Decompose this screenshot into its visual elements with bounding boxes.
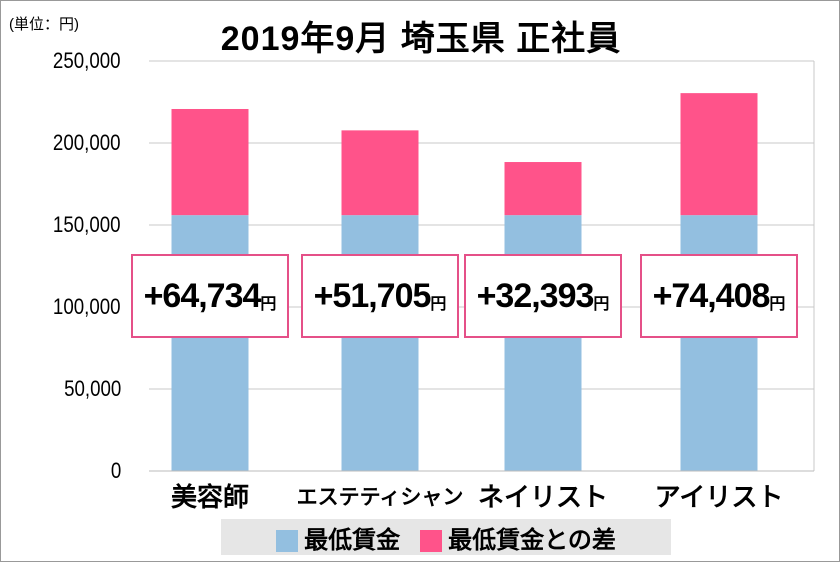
data-label: +74,408 円 <box>640 254 798 338</box>
data-label-value: +64,734 <box>143 276 262 315</box>
data-label-unit: 円 <box>593 296 610 313</box>
x-tick-label: 美容師 <box>170 482 249 512</box>
y-tick-label: 0 <box>110 458 121 483</box>
legend-swatch <box>420 530 443 553</box>
bar-segment <box>341 130 419 216</box>
y-tick-label: 150,000 <box>53 212 121 237</box>
legend-item: 最低賃金との差 <box>420 520 616 555</box>
legend-label: 最低賃金 <box>304 526 401 554</box>
data-label-value: +32,393 <box>476 276 595 315</box>
bar-segment <box>171 108 249 216</box>
legend-item: 最低賃金 <box>276 520 400 555</box>
bar-segment <box>680 93 758 216</box>
data-label-value: +74,408 <box>652 276 771 315</box>
data-label-unit: 円 <box>260 296 277 313</box>
legend-label: 最低賃金との差 <box>448 526 616 554</box>
legend: 最低賃金 最低賃金との差 <box>221 519 671 555</box>
chart-title: 2019年9月 埼玉県 正社員 <box>220 20 622 58</box>
data-label-unit: 円 <box>769 296 786 313</box>
x-tick-label: ネイリスト <box>477 482 608 512</box>
data-label: +64,734 円 <box>131 254 289 338</box>
data-label-unit: 円 <box>430 296 447 313</box>
data-label: +51,705 円 <box>301 254 459 338</box>
bar-segment <box>504 162 582 216</box>
unit-label: (単位：円) <box>9 16 79 33</box>
data-label-value: +51,705 <box>313 276 432 315</box>
data-label: +32,393 円 <box>464 254 622 338</box>
x-tick-label: アイリスト <box>654 482 784 512</box>
x-tick-label: エステティシャン <box>296 486 464 509</box>
y-tick-label: 50,000 <box>63 376 121 401</box>
legend-swatch <box>276 530 299 553</box>
y-tick-label: 100,000 <box>53 294 121 319</box>
y-tick-label: 250,000 <box>53 48 121 73</box>
y-tick-label: 200,000 <box>53 130 121 155</box>
